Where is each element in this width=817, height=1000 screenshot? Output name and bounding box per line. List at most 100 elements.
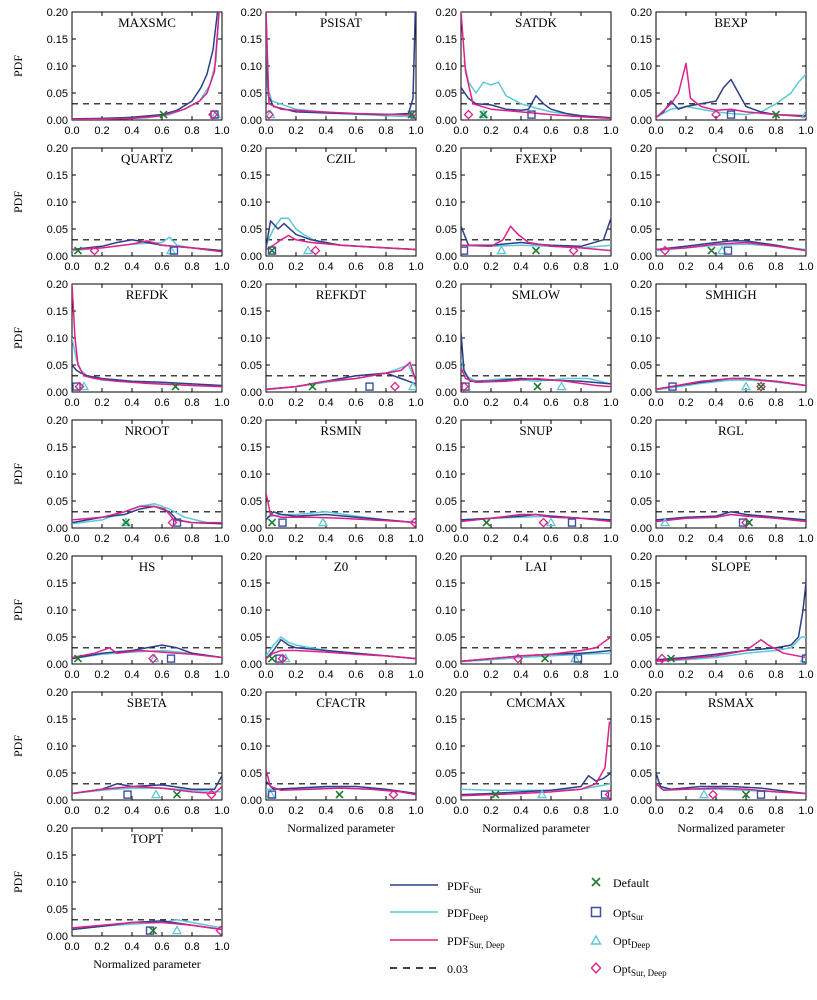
panel-rsmax: 0.0 0.2 0.4 0.6 0.8 1.0 0.00 0.05 0.10 0.15 0.20 RS…: [631, 687, 814, 817]
y-tick-label: 0.00: [631, 251, 652, 263]
y-tick-label: 0.05: [241, 768, 262, 780]
panel-data: [72, 284, 222, 392]
y-tick-label: 0.10: [631, 469, 652, 481]
x-tick-label: 1.0: [603, 261, 618, 273]
marker-default-stroke: [771, 110, 781, 119]
marker-opt-sur-deep: [657, 653, 667, 664]
marker-opt-deep: [659, 517, 671, 527]
panel-title: TOPT: [131, 831, 163, 846]
marker-default: [267, 518, 277, 527]
y-tick-label: 0.15: [241, 714, 262, 726]
y-tick-label: 0.00: [436, 387, 457, 399]
x-tick-label: 0.6: [738, 261, 753, 273]
y-tick-label: 0.20: [47, 143, 68, 155]
panel-refkdt: 0.0 0.2 0.4 0.6 0.8 1.0 0.00 0.05 0.10 0.15 0.20 RE…: [241, 279, 424, 409]
series-pdf-deep: [463, 60, 611, 119]
x-tick-label: 0.0: [648, 533, 663, 545]
series-pdf-sur-deep: [461, 367, 611, 388]
marker-default-stroke: [540, 654, 550, 663]
marker-default-stroke: [666, 654, 676, 663]
x-tick-label: 0.8: [184, 669, 199, 681]
legend-label-ref: 0.03: [447, 962, 468, 976]
panel-z0: 0.0 0.2 0.4 0.6 0.8 1.0 0.00 0.05 0.10 0.15 0.20 Z0: [241, 551, 424, 681]
x-tick-label: 0.4: [513, 669, 528, 681]
y-tick-label: 0.05: [47, 360, 68, 372]
marker-opt-sur: [668, 382, 677, 391]
panel-data: [461, 12, 611, 120]
y-tick-label: 0.20: [436, 551, 457, 563]
y-tick-label: 0.20: [436, 7, 457, 19]
y-tick-label: 0.00: [47, 115, 68, 127]
marker-opt-sur: [278, 518, 287, 527]
marker-opt-sur: [600, 790, 610, 799]
marker-default-stroke: [267, 654, 277, 663]
series-pdf-deep: [461, 652, 611, 663]
y-tick-label: 0.20: [631, 415, 652, 427]
y-tick-label: 0.00: [631, 659, 652, 671]
x-tick-label: 0.2: [94, 125, 109, 137]
y-tick-label: 0.00: [631, 387, 652, 399]
marker-opt-sur: [166, 654, 176, 663]
marker-default-stroke: [482, 518, 491, 527]
panel-title: SLOPE: [711, 559, 751, 574]
x-tick-label: 0.8: [768, 397, 783, 409]
x-axis-label: Normalized parameter: [287, 821, 395, 835]
x-tick-label: 0.6: [543, 397, 558, 409]
panel-data: [72, 919, 222, 936]
series-pdf-sur: [461, 772, 611, 796]
y-tick-label: 0.00: [47, 659, 68, 671]
marker-default: [308, 382, 317, 391]
x-tick-label: 0.4: [124, 805, 139, 817]
y-axis-label: PDF: [11, 735, 25, 757]
panel-czil: 0.0 0.2 0.4 0.6 0.8 1.0 0.00 0.05 0.10 0.15 0.20 CZ…: [241, 143, 424, 273]
series-pdf-sur: [461, 332, 611, 385]
panel-data: [656, 239, 806, 256]
panel-data: [266, 492, 416, 528]
panel-data: [266, 361, 416, 392]
series-pdf-sur: [656, 511, 806, 521]
x-tick-label: 0.8: [378, 669, 393, 681]
x-tick-label: 1.0: [603, 125, 618, 137]
x-tick-label: 0.6: [738, 397, 753, 409]
x-tick-label: 0.2: [678, 533, 693, 545]
y-tick-label: 0.05: [631, 496, 652, 508]
marker-opt-deep: [302, 245, 314, 255]
x-tick-label: 0.2: [483, 125, 498, 137]
marker-default: [771, 110, 781, 119]
y-tick-label: 0.00: [47, 387, 68, 399]
marker-default-stroke: [148, 926, 158, 935]
x-tick-label: 0.0: [648, 125, 663, 137]
legend-label-pdf-sur: PDFSur: [447, 879, 482, 895]
y-tick-label: 0.05: [241, 496, 262, 508]
y-axis-label: PDF: [11, 463, 25, 485]
y-tick-label: 0.10: [47, 741, 68, 753]
x-tick-label: 0.4: [513, 533, 528, 545]
x-tick-label: 0.0: [648, 805, 663, 817]
marker-default: [707, 246, 716, 255]
y-tick-label: 0.20: [47, 279, 68, 291]
x-tick-label: 0.2: [94, 397, 109, 409]
panel-cfactr: 0.0 0.2 0.4 0.6 0.8 1.0 0.00 0.05 0.10 0.15 0.20 CF…: [241, 687, 424, 817]
marker-opt-sur: [573, 654, 583, 663]
y-tick-label: 0.05: [631, 360, 652, 372]
series-pdf-deep: [72, 337, 222, 388]
series-pdf-sur: [461, 87, 611, 119]
marker-opt-sur-deep: [409, 517, 416, 528]
y-tick-label: 0.00: [241, 115, 262, 127]
panel-title: LAI: [525, 559, 547, 574]
x-tick-label: 0.8: [573, 533, 588, 545]
x-tick-label: 0.4: [513, 397, 528, 409]
panel-data: [461, 721, 611, 800]
marker-default: [172, 790, 182, 799]
x-tick-label: 0.4: [708, 805, 723, 817]
y-tick-label: 0.05: [631, 632, 652, 644]
marker-opt-sur-deep: [208, 109, 218, 120]
marker-default-stroke: [335, 790, 344, 799]
y-tick-label: 0.10: [241, 61, 262, 73]
y-tick-label: 0.10: [241, 197, 262, 209]
marker-opt-sur: [567, 518, 577, 527]
y-tick-label: 0.20: [241, 279, 262, 291]
x-tick-label: 0.4: [124, 941, 139, 953]
y-tick-label: 0.15: [47, 850, 68, 862]
y-tick-label: 0.20: [47, 823, 68, 835]
